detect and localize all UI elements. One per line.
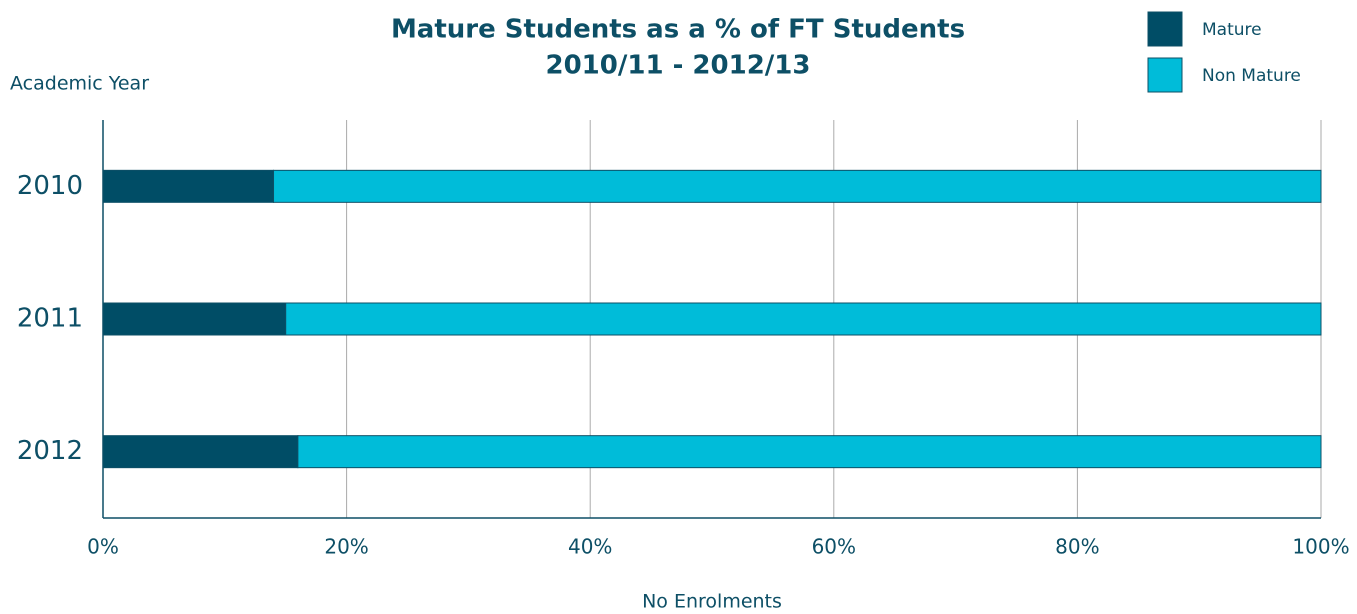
legend-swatch [1147, 57, 1183, 93]
x-tick-label: 80% [1055, 535, 1099, 559]
y-axis-label: Academic Year [10, 73, 149, 95]
bar-segment [285, 302, 1322, 336]
x-tick-label: 60% [812, 535, 856, 559]
legend-label: Non Mature [1202, 66, 1301, 86]
chart-title: Mature Students as a % of FT Students [391, 15, 965, 45]
legend-label: Mature [1202, 20, 1262, 40]
chart-subtitle: 2010/11 - 2012/13 [546, 51, 811, 81]
bar-segment [102, 302, 287, 336]
x-tick-label: 100% [1292, 535, 1349, 559]
bar-segment [102, 169, 275, 203]
y-tick-label: 2012 [17, 436, 83, 466]
bar-segment [297, 435, 1322, 469]
bar-segment [273, 169, 1322, 203]
legend-swatch [1147, 11, 1183, 47]
x-axis-label: No Enrolments [642, 591, 782, 613]
x-tick-label: 40% [568, 535, 612, 559]
x-tick-label: 20% [324, 535, 368, 559]
y-tick-label: 2010 [17, 171, 83, 201]
bar-segment [102, 435, 299, 469]
y-tick-label: 2011 [17, 304, 83, 334]
x-tick-label: 0% [87, 535, 119, 559]
